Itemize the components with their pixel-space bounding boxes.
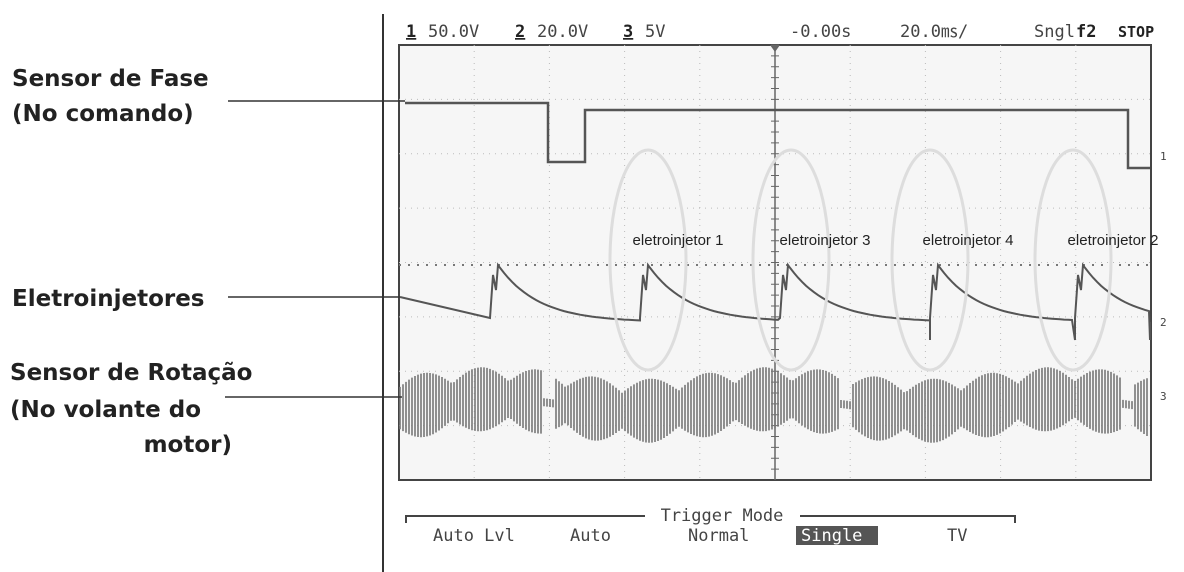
menu-option[interactable]: TV bbox=[947, 526, 967, 546]
screenshot: 1 50.0V 2 20.0V 3 5V -0.00s 20.0㎳/ Sngl … bbox=[0, 0, 1184, 572]
channel-marker: 3 bbox=[1160, 390, 1167, 403]
menu-option[interactable]: Auto bbox=[570, 526, 611, 546]
rotation-label: (No volante do bbox=[10, 397, 201, 423]
injector-label: eletroinjetor 2 bbox=[1068, 232, 1159, 249]
menu-option[interactable]: Auto Lvl bbox=[433, 526, 515, 546]
channel-marker: 1 bbox=[1160, 150, 1167, 163]
rotation-label: motor) bbox=[144, 432, 232, 458]
trigger-source: f2 bbox=[1076, 22, 1096, 42]
ch2-num: 2 bbox=[515, 22, 525, 42]
injector-label: eletroinjetor 3 bbox=[780, 232, 871, 249]
time-offset: -0.00s bbox=[790, 22, 851, 42]
injectors-label: Eletroinjetores bbox=[12, 286, 205, 312]
ch3-num: 3 bbox=[623, 22, 633, 42]
injector-label: eletroinjetor 4 bbox=[923, 232, 1014, 249]
menu-option-selected[interactable]: Single bbox=[801, 526, 862, 546]
ch2-scale: 20.0V bbox=[537, 22, 588, 42]
channel-marker: 2 bbox=[1160, 316, 1167, 329]
phase-label: (No comando) bbox=[12, 101, 194, 127]
rotation-label: Sensor de Rotação bbox=[10, 360, 252, 386]
time-scale: 20.0㎳/ bbox=[900, 22, 968, 42]
menu-title: Trigger Mode bbox=[661, 506, 784, 526]
ch3-scale: 5V bbox=[645, 22, 665, 42]
ch1-scale: 50.0V bbox=[428, 22, 479, 42]
injector-label: eletroinjetor 1 bbox=[633, 232, 724, 249]
phase-label: Sensor de Fase bbox=[12, 66, 209, 92]
acq-mode: Sngl bbox=[1034, 22, 1075, 42]
menu-option[interactable]: Normal bbox=[688, 526, 749, 546]
run-state: STOP bbox=[1118, 23, 1154, 41]
ch1-num: 1 bbox=[406, 22, 416, 42]
